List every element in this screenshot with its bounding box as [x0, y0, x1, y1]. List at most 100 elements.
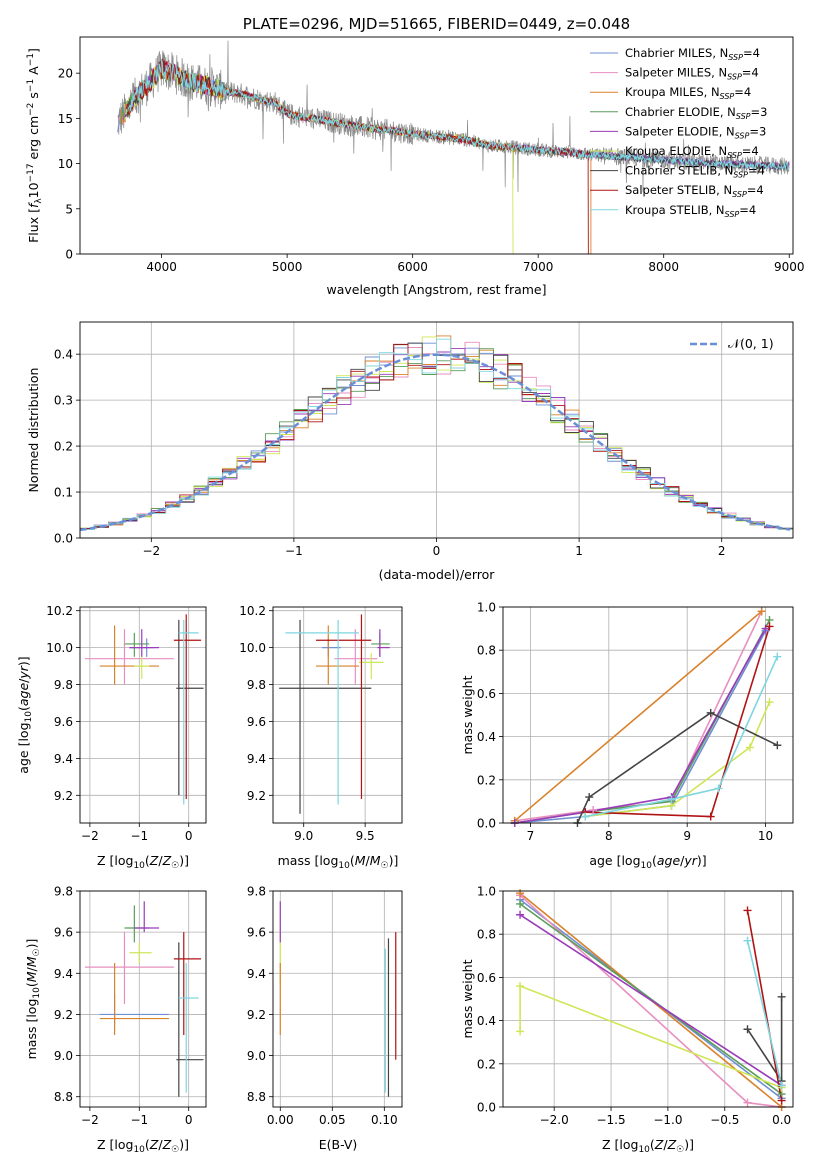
massweight_vs_age-frame — [502, 606, 794, 824]
y-tick-label: 9.2 — [54, 1008, 73, 1022]
y-tick-label: 10 — [58, 157, 73, 171]
x-tick-label: 7 — [527, 829, 535, 843]
y-tick-label: 0.8 — [477, 928, 496, 942]
legend-label: Salpeter ELODIE, NSSP=3 — [625, 124, 766, 140]
massweight_vs_age-axes: 7 8 9 10 0.0 0.2 0.4 0.6 0.8 1.0 — [477, 601, 794, 843]
x-axis-label: Z [log10(Z/Z☉)] — [97, 1137, 189, 1155]
x-tick-label: 1 — [575, 544, 583, 558]
x-tick-label: 7000 — [523, 260, 554, 274]
series-line-kroupa-miles — [514, 610, 763, 822]
data-point-salpeter-stelib — [777, 1096, 786, 1105]
x-tick-label: 0 — [433, 544, 441, 558]
data-point-salpeter-miles — [743, 1098, 752, 1107]
y-tick-label: 9.8 — [54, 678, 73, 692]
y-tick-label: 0.8 — [477, 644, 496, 658]
data-point-chabrier-stelib — [777, 992, 786, 1001]
data-point-chabrier-stelib — [585, 793, 594, 802]
y-tick-label: 0.2 — [477, 1057, 496, 1071]
y-tick-label: 0 — [65, 248, 73, 262]
x-tick-label: 9000 — [774, 260, 805, 274]
x-tick-label: 9 — [683, 829, 691, 843]
x-tick-label: −2 — [81, 1113, 99, 1127]
x-axis-label: Z [log10(Z/Z☉)] — [97, 853, 189, 871]
mass_vs_ebv-frame — [272, 890, 403, 1108]
data-point-kroupa-stelib — [581, 812, 590, 821]
x-tick-label: −1 — [130, 829, 148, 843]
x-tick-label: −1 — [130, 1113, 148, 1127]
x-tick-label: 8000 — [648, 260, 679, 274]
series-line-chabrier-elodie — [519, 903, 783, 1095]
data-point-kroupa-elodie — [516, 982, 525, 991]
y-tick-label: 9.2 — [247, 789, 266, 803]
data-point-kroupa-stelib — [743, 936, 752, 945]
gaussian-curve — [80, 353, 791, 532]
x-axis-label: mass [log10(M/M☉)] — [278, 853, 399, 871]
y-tick-label: 10.0 — [239, 641, 266, 655]
y-tick-label: 9.6 — [54, 926, 73, 940]
x-axis-label: wavelength [Angstrom, rest frame] — [326, 282, 546, 297]
x-axis-label: Z [log10(Z/Z☉)] — [602, 1137, 694, 1155]
data-point-chabrier-elodie — [516, 899, 525, 908]
y-tick-label: 8.8 — [247, 1090, 266, 1104]
x-axis-label: (data-model)/error — [379, 567, 496, 582]
model-line-kroupa-stelib — [127, 59, 790, 171]
y-axis-label: age [log10(age/yr)] — [16, 656, 34, 773]
x-tick-label: 0.10 — [371, 1113, 398, 1127]
y-tick-label: 9.2 — [54, 789, 73, 803]
y-tick-label: 0.4 — [54, 348, 73, 362]
histogram-kroupa-stelib — [80, 338, 793, 530]
model-line-salpeter-stelib — [125, 58, 589, 254]
spectrum-axes: 4000 5000 6000 7000 8000 9000 0 5 10 15 20 — [58, 36, 805, 274]
x-axis-label: E(B-V) — [319, 1137, 358, 1152]
x-tick-label: 0.0 — [772, 1113, 791, 1127]
data-point-salpeter-stelib — [743, 906, 752, 915]
y-tick-label: 0.6 — [477, 971, 496, 985]
x-tick-label: −1.5 — [596, 1113, 625, 1127]
data-point-kroupa-stelib — [667, 795, 676, 804]
data-point-kroupa-elodie — [745, 743, 754, 752]
x-tick-label: 0.05 — [319, 1113, 346, 1127]
data-point-kroupa-stelib — [777, 1081, 786, 1090]
y-tick-label: 1.0 — [477, 885, 496, 899]
x-tick-label: 9.0 — [294, 829, 313, 843]
x-tick-label: 0.00 — [267, 1113, 294, 1127]
data-point-kroupa-elodie — [765, 698, 774, 707]
legend-label: Kroupa STELIB, NSSP=4 — [625, 203, 756, 219]
x-tick-label: −2 — [142, 544, 160, 558]
age_vs_mass-frame — [272, 606, 403, 824]
series-line-kroupa-stelib — [585, 656, 779, 818]
y-tick-label: 9.4 — [247, 752, 266, 766]
massweight_vs_Z-axes: −2.0 −1.5 −1.0 −0.5 0.0 0.0 0.2 0.4 0.6 0.8 1.0 — [477, 885, 794, 1127]
age_vs_Z-frame — [79, 606, 207, 824]
y-tick-label: 5 — [65, 202, 73, 216]
y-tick-label: 0.6 — [477, 687, 496, 701]
x-tick-label: −0.5 — [710, 1113, 739, 1127]
y-axis-label: mass weight — [460, 675, 475, 754]
y-tick-label: 9.6 — [247, 715, 266, 729]
x-tick-label: −2.0 — [540, 1113, 569, 1127]
data-point-kroupa-miles — [516, 889, 525, 898]
mass_vs_ebv-plot-area — [279, 901, 397, 1097]
spectrum-frame — [79, 36, 794, 255]
series-line-kroupa-elodie — [519, 984, 782, 1089]
data-point-salpeter-stelib — [765, 622, 774, 631]
y-tick-label: 0.0 — [477, 1101, 496, 1115]
y-tick-label: 9.4 — [54, 752, 73, 766]
series-line-salpeter-stelib — [746, 910, 783, 1101]
y-tick-label: 9.8 — [54, 885, 73, 899]
x-tick-label: 10 — [758, 829, 773, 843]
chart-title: PLATE=0296, MJD=51665, FIBERID=0449, z=0… — [243, 15, 630, 33]
legend-label: 𝒩(0, 1) — [728, 336, 774, 351]
y-tick-label: 9.8 — [247, 885, 266, 899]
y-tick-label: 10.0 — [46, 641, 73, 655]
y-tick-label: 0.0 — [54, 532, 73, 546]
y-tick-label: 9.8 — [247, 678, 266, 692]
legend-label: Chabrier MILES, NSSP=4 — [625, 46, 760, 62]
y-axis-label: Flux [fλ10−17 erg cm−2 s−1 A−1] — [26, 48, 44, 243]
series-line-chabrier-stelib — [576, 711, 778, 823]
y-tick-label: 0.3 — [54, 394, 73, 408]
massweight_vs_Z-frame — [502, 890, 794, 1108]
data-point-salpeter-miles — [589, 806, 598, 815]
data-point-chabrier-stelib — [743, 1025, 752, 1034]
